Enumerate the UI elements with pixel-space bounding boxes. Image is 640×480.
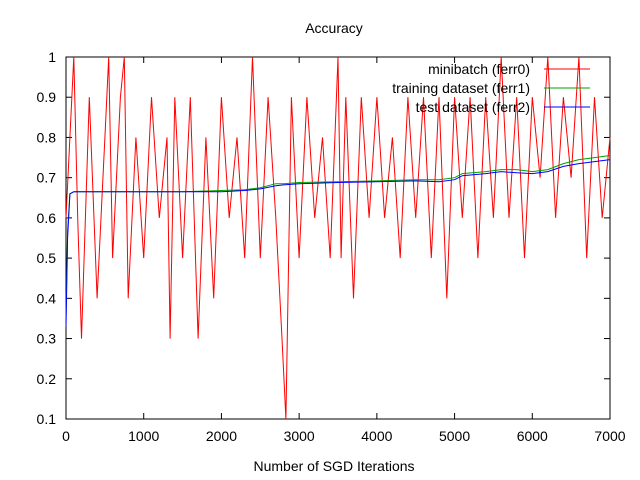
x-tick-label: 4000 — [361, 428, 392, 444]
x-tick-label: 6000 — [517, 428, 548, 444]
y-tick-label: 0.9 — [37, 89, 57, 105]
y-tick-label: 0.7 — [37, 170, 57, 186]
legend-label-2: training dataset (ferr1) — [392, 80, 530, 96]
y-tick-label: 1 — [48, 49, 56, 65]
y-tick-label: 0.5 — [37, 250, 57, 266]
series-layer — [65, 56, 611, 420]
y-tick-label: 0.2 — [37, 371, 57, 387]
y-axis: 0.1 0.2 0.3 0.4 0.5 0.6 0.7 0.8 0.9 1 — [37, 49, 610, 427]
x-tick-label: 7000 — [594, 428, 625, 444]
x-tick-label: 5000 — [439, 428, 470, 444]
x-tick-label: 3000 — [284, 428, 315, 444]
y-tick-label: 0.4 — [37, 290, 57, 306]
legend-label-3: test dataset (ferr2) — [416, 99, 530, 115]
series-line-1 — [65, 56, 611, 420]
x-tick-label: 1000 — [128, 428, 159, 444]
legend: minibatch (ferr0) training dataset (ferr1… — [392, 61, 590, 115]
x-axis: 0 1000 2000 3000 4000 5000 6000 7000 — [62, 57, 626, 444]
x-tick-label: 2000 — [206, 428, 237, 444]
y-tick-label: 0.1 — [37, 411, 57, 427]
x-axis-label: Number of SGD Iterations — [253, 458, 414, 474]
y-tick-label: 0.3 — [37, 331, 57, 347]
y-tick-label: 0.6 — [37, 210, 57, 226]
series-line-3 — [65, 159, 611, 327]
y-tick-label: 0.8 — [37, 129, 57, 145]
x-tick-label: 0 — [62, 428, 70, 444]
legend-label-1: minibatch (ferr0) — [428, 61, 530, 77]
chart-title: Accuracy — [305, 20, 363, 36]
